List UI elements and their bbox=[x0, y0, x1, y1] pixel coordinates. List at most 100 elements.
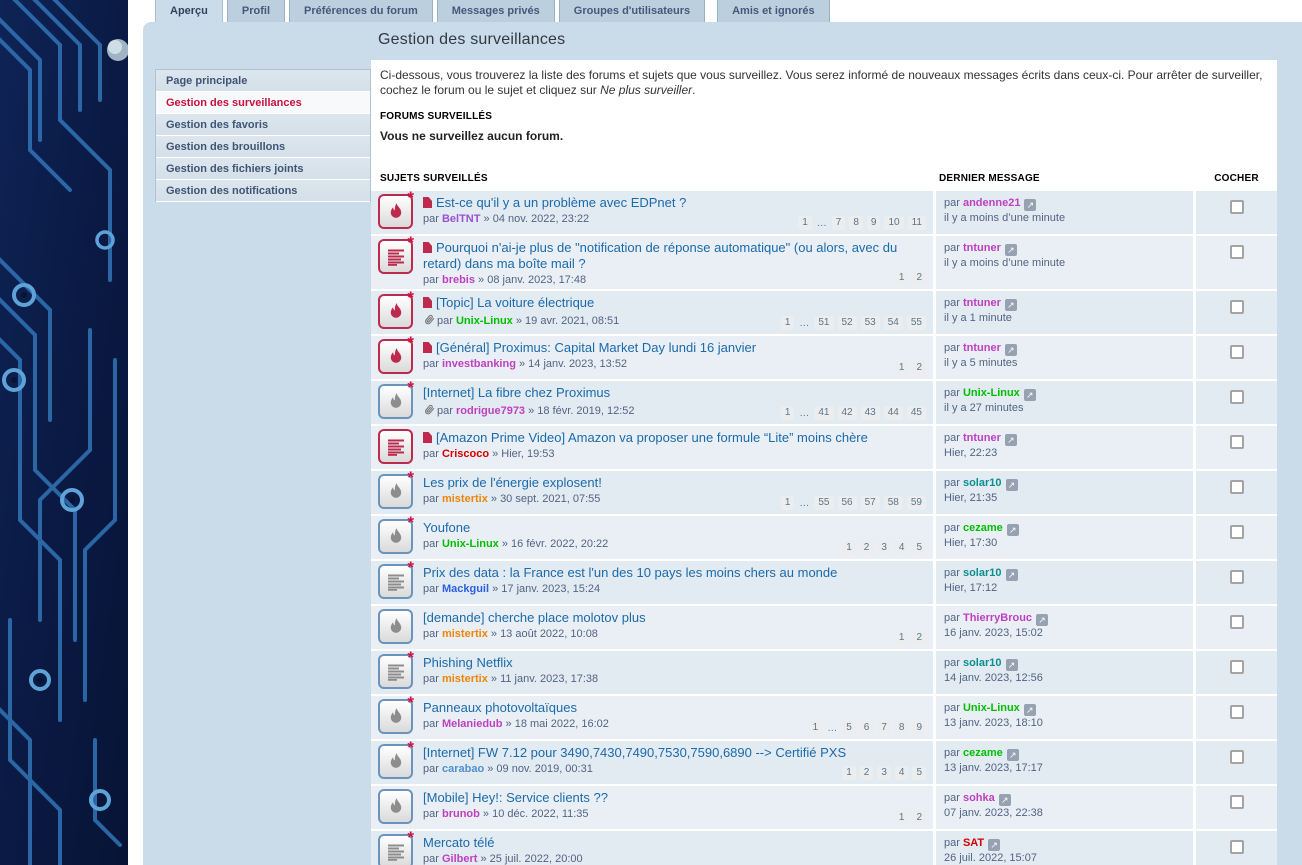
topic-title-link[interactable]: Prix des data : la France est l'un des 1… bbox=[423, 565, 838, 580]
last-post-author-link[interactable]: tntuner bbox=[962, 432, 1001, 444]
watch-checkbox[interactable] bbox=[1229, 615, 1244, 629]
goto-last-post-icon[interactable]: ↗ bbox=[1005, 659, 1018, 671]
tab-apercu[interactable]: Aperçu bbox=[155, 0, 223, 22]
goto-last-post-icon[interactable]: ↗ bbox=[1004, 434, 1017, 446]
watch-checkbox[interactable] bbox=[1229, 660, 1244, 674]
goto-last-post-icon[interactable]: ↗ bbox=[1006, 524, 1019, 536]
goto-last-post-icon[interactable]: ↗ bbox=[998, 794, 1011, 806]
goto-last-post-icon[interactable]: ↗ bbox=[1023, 704, 1036, 716]
pagination-page-link[interactable]: 51 bbox=[814, 316, 834, 330]
pagination-page-link[interactable]: 7 bbox=[877, 721, 891, 735]
watch-checkbox[interactable] bbox=[1229, 200, 1244, 214]
pagination-page-link[interactable]: 45 bbox=[906, 406, 926, 420]
watch-checkbox[interactable] bbox=[1229, 750, 1244, 764]
topic-title-link[interactable]: Panneaux photovoltaïques bbox=[423, 700, 577, 715]
watch-checkbox[interactable] bbox=[1229, 795, 1244, 809]
pagination-page-link[interactable]: 8 bbox=[894, 721, 909, 735]
pagination-page-link[interactable]: 2 bbox=[859, 541, 874, 555]
goto-last-post-icon[interactable]: ↗ bbox=[1024, 199, 1037, 211]
topic-author-link[interactable]: Unix-Linux bbox=[441, 538, 499, 550]
sidebar-item-page-principale[interactable]: Page principale bbox=[156, 70, 370, 92]
last-post-author-link[interactable]: andenne21 bbox=[962, 197, 1021, 209]
pagination-page-link[interactable]: 1 bbox=[780, 316, 795, 330]
last-post-author-link[interactable]: solar10 bbox=[962, 657, 1002, 669]
pagination-page-link[interactable]: 3 bbox=[877, 766, 891, 780]
goto-last-post-icon[interactable]: ↗ bbox=[1005, 569, 1018, 581]
pagination-page-link[interactable]: 2 bbox=[912, 811, 926, 825]
pagination-page-link[interactable]: 1 bbox=[894, 361, 909, 375]
goto-last-post-icon[interactable]: ↗ bbox=[1005, 479, 1018, 491]
pagination-page-link[interactable]: 7 bbox=[831, 216, 846, 230]
pagination-page-link[interactable]: 41 bbox=[814, 406, 834, 420]
pagination-page-link[interactable]: 55 bbox=[906, 316, 926, 330]
tab-messages-prives[interactable]: Messages privés bbox=[436, 0, 555, 22]
pagination-page-link[interactable]: 5 bbox=[842, 721, 856, 735]
topic-author-link[interactable]: Criscoco bbox=[441, 448, 490, 460]
pagination-page-link[interactable]: 8 bbox=[849, 216, 863, 230]
watch-checkbox[interactable] bbox=[1229, 705, 1244, 719]
goto-last-post-icon[interactable]: ↗ bbox=[1023, 389, 1036, 401]
pagination-page-link[interactable]: 5 bbox=[912, 766, 926, 780]
topic-author-link[interactable]: Mackguil bbox=[441, 583, 490, 595]
goto-last-post-icon[interactable]: ↗ bbox=[1006, 749, 1019, 761]
pagination-page-link[interactable]: 1 bbox=[842, 541, 856, 555]
pagination-page-link[interactable]: 9 bbox=[866, 216, 881, 230]
topic-title-link[interactable]: [demande] cherche place molotov plus bbox=[423, 610, 646, 625]
pagination-page-link[interactable]: 58 bbox=[883, 496, 903, 510]
tab-amis-et-ignores[interactable]: Amis et ignorés bbox=[717, 0, 830, 22]
pagination-page-link[interactable]: 2 bbox=[912, 271, 926, 285]
topic-title-link[interactable]: Mercato télé bbox=[423, 835, 495, 850]
last-post-author-link[interactable]: solar10 bbox=[962, 477, 1002, 489]
tab-preferences-du-forum[interactable]: Préférences du forum bbox=[289, 0, 433, 22]
topic-title-link[interactable]: [Internet] La fibre chez Proximus bbox=[423, 385, 611, 400]
pagination-page-link[interactable]: 59 bbox=[906, 496, 926, 510]
pagination-page-link[interactable]: 1 bbox=[894, 631, 909, 645]
pagination-page-link[interactable]: 56 bbox=[837, 496, 857, 510]
pagination-page-link[interactable]: 57 bbox=[860, 496, 880, 510]
pagination-page-link[interactable]: 9 bbox=[912, 721, 926, 735]
topic-title-link[interactable]: Est-ce qu'il y a un problème avec EDPnet… bbox=[436, 195, 687, 210]
pagination-page-link[interactable]: 43 bbox=[860, 406, 880, 420]
topic-author-link[interactable]: mistertix bbox=[441, 673, 488, 685]
topic-author-link[interactable]: BelTNT bbox=[441, 213, 481, 225]
pagination-page-link[interactable]: 5 bbox=[912, 541, 926, 555]
sidebar-item-gestion-des-favoris[interactable]: Gestion des favoris bbox=[156, 114, 370, 136]
topic-title-link[interactable]: [Général] Proximus: Capital Market Day l… bbox=[436, 340, 757, 355]
topic-title-link[interactable]: Pourquoi n'ai-je plus de "notification d… bbox=[423, 240, 898, 271]
pagination-page-link[interactable]: 44 bbox=[883, 406, 903, 420]
sidebar-item-gestion-des-brouillons[interactable]: Gestion des brouillons bbox=[156, 136, 370, 158]
goto-last-post-icon[interactable]: ↗ bbox=[1036, 614, 1049, 626]
topic-title-link[interactable]: Youfone bbox=[423, 520, 471, 535]
pagination-page-link[interactable]: 4 bbox=[894, 766, 909, 780]
topic-title-link[interactable]: [Mobile] Hey!: Service clients ?? bbox=[423, 790, 608, 805]
watch-checkbox[interactable] bbox=[1229, 840, 1244, 854]
pagination-page-link[interactable]: 1 bbox=[894, 271, 909, 285]
topic-title-link[interactable]: [Amazon Prime Video] Amazon va proposer … bbox=[436, 430, 868, 445]
pagination-page-link[interactable]: 1 bbox=[842, 766, 856, 780]
last-post-author-link[interactable]: cezame bbox=[962, 522, 1003, 534]
sidebar-item-gestion-des-notifications[interactable]: Gestion des notifications bbox=[156, 180, 370, 202]
pagination-page-link[interactable]: 1 bbox=[894, 811, 909, 825]
last-post-author-link[interactable]: Unix-Linux bbox=[962, 702, 1020, 714]
topic-title-link[interactable]: Phishing Netflix bbox=[423, 655, 513, 670]
watch-checkbox[interactable] bbox=[1229, 525, 1244, 539]
watch-checkbox[interactable] bbox=[1229, 390, 1244, 404]
pagination-page-link[interactable]: 2 bbox=[912, 361, 926, 375]
pagination-page-link[interactable]: 2 bbox=[912, 631, 926, 645]
watch-checkbox[interactable] bbox=[1229, 345, 1244, 359]
watch-checkbox[interactable] bbox=[1229, 480, 1244, 494]
pagination-page-link[interactable]: 2 bbox=[859, 766, 874, 780]
pagination-page-link[interactable]: 1 bbox=[780, 406, 795, 420]
topic-title-link[interactable]: [Internet] FW 7.12 pour 3490,7430,7490,7… bbox=[423, 745, 847, 760]
pagination-page-link[interactable]: 6 bbox=[859, 721, 874, 735]
topic-author-link[interactable]: Unix-Linux bbox=[455, 315, 513, 327]
pagination-page-link[interactable]: 10 bbox=[884, 216, 904, 230]
goto-last-post-icon[interactable]: ↗ bbox=[1004, 244, 1017, 256]
watch-checkbox[interactable] bbox=[1229, 245, 1244, 259]
topic-title-link[interactable]: Les prix de l'énergie explosent! bbox=[423, 475, 602, 490]
tab-groupes-d-utilisateurs[interactable]: Groupes d'utilisateurs bbox=[558, 0, 706, 22]
watch-checkbox[interactable] bbox=[1229, 300, 1244, 314]
pagination-page-link[interactable]: 1 bbox=[798, 216, 812, 230]
tab-profil[interactable]: Profil bbox=[226, 0, 286, 22]
last-post-author-link[interactable]: tntuner bbox=[962, 342, 1001, 354]
